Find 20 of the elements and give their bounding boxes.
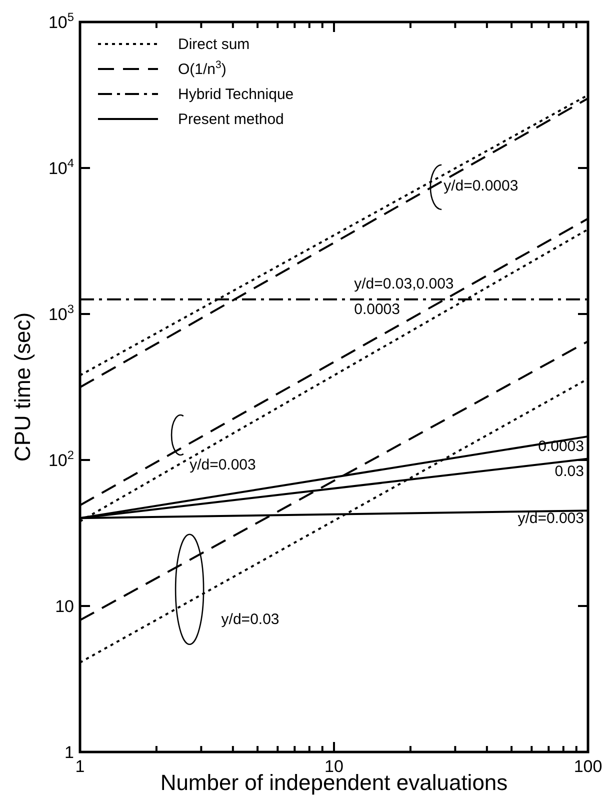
y-tick-label: 10 <box>55 597 74 616</box>
annotation: y/d=0.0003 <box>444 178 518 195</box>
annotation: y/d=0.03 <box>221 611 280 628</box>
x-tick-label: 10 <box>324 757 344 776</box>
annotation: 0.03 <box>554 462 584 480</box>
legend-label: Direct sum <box>178 36 250 53</box>
legend-label: Present method <box>178 111 284 128</box>
annotation: y/d=0.03,0.003 <box>354 275 454 292</box>
legend-label: Hybrid Technique <box>178 86 294 103</box>
annotation: y/d=0.003 <box>190 456 256 474</box>
annotation: y/d=0.003 <box>518 510 584 528</box>
legend-label: O(1/n$^{3}$) <box>178 59 226 78</box>
y-tick-label: 10$^{5}$ <box>48 10 74 32</box>
y-tick-label: 10$^{3}$ <box>48 302 74 324</box>
y-tick-label: 10$^{4}$ <box>48 156 74 178</box>
x-tick-label: 100 <box>574 757 602 776</box>
y-tick-label: 10$^{2}$ <box>48 448 74 470</box>
y-axis-title: CPU time (sec) <box>10 312 35 462</box>
annotation: 0.0003 <box>354 301 400 318</box>
y-tick-label: 1 <box>64 743 74 762</box>
